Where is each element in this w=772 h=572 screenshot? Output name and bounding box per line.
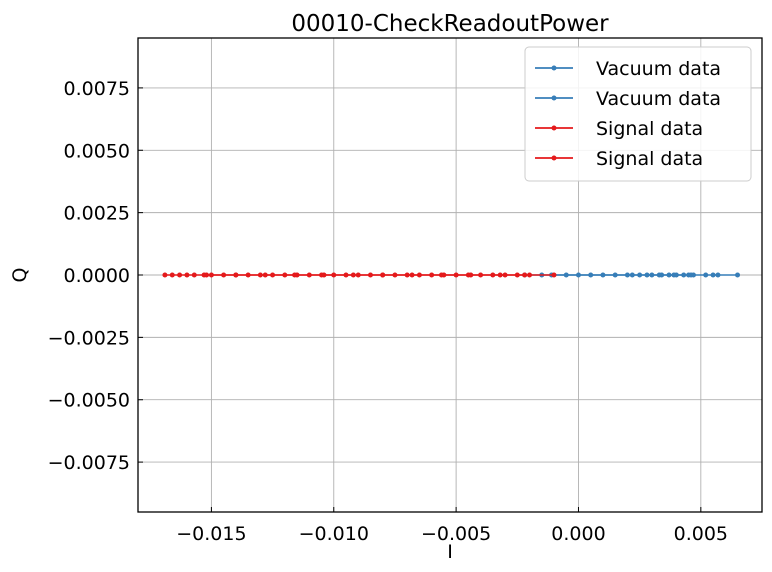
data-point — [551, 272, 557, 278]
data-point — [409, 272, 415, 278]
chart-title: 00010-CheckReadoutPower — [291, 11, 609, 37]
series-layer — [162, 272, 741, 278]
legend-label: Vacuum data — [596, 88, 721, 110]
data-point — [204, 272, 210, 278]
data-point — [656, 272, 662, 278]
legend-item: Vacuum data — [535, 58, 721, 80]
data-point — [735, 272, 741, 278]
y-tick-label: 0.0000 — [64, 265, 130, 287]
data-point — [191, 272, 197, 278]
tick-layer: −0.015 −0.010 −0.005 0.000 0.005 0.0075 0.0050… — [48, 78, 728, 545]
x-tick-label: 0.000 — [551, 523, 605, 545]
data-point — [527, 272, 533, 278]
data-point — [380, 272, 386, 278]
y-tick-label: 0.0025 — [64, 203, 130, 225]
data-point — [563, 272, 569, 278]
data-point — [233, 272, 239, 278]
data-point — [468, 272, 474, 278]
data-point — [262, 272, 268, 278]
data-point — [629, 272, 635, 278]
y-axis-title: Q — [9, 268, 31, 283]
data-point — [497, 272, 503, 278]
data-point — [350, 272, 356, 278]
data-point — [671, 272, 677, 278]
data-point — [169, 272, 175, 278]
data-point — [438, 272, 444, 278]
x-axis-title: I — [447, 541, 453, 563]
legend-label: Signal data — [596, 118, 703, 140]
legend-label: Signal data — [596, 148, 703, 170]
data-point — [644, 272, 650, 278]
x-tick-label: −0.005 — [421, 523, 491, 545]
legend-item: Signal data — [535, 148, 703, 170]
data-point — [162, 272, 168, 278]
y-tick-label: −0.0075 — [48, 452, 130, 474]
data-point — [612, 272, 618, 278]
y-tick-label: 0.0075 — [64, 78, 130, 100]
legend-marker — [551, 125, 557, 131]
legend-marker — [551, 155, 557, 161]
data-point — [710, 272, 716, 278]
legend-box — [524, 46, 752, 182]
y-tick-label: 0.0050 — [64, 140, 130, 162]
data-point — [292, 272, 298, 278]
data-point — [588, 272, 594, 278]
x-tick-label: −0.015 — [176, 523, 246, 545]
legend-marker — [551, 95, 557, 101]
legend: Vacuum data Vacuum data Signal data Signal … — [524, 46, 752, 182]
series-3 — [204, 272, 557, 278]
legend-item: Vacuum data — [535, 88, 721, 110]
x-tick-label: 0.005 — [674, 523, 728, 545]
data-point — [321, 272, 327, 278]
legend-label: Vacuum data — [596, 58, 721, 80]
data-point — [703, 272, 709, 278]
data-point — [715, 272, 721, 278]
y-tick-label: −0.0025 — [48, 327, 130, 349]
legend-item: Signal data — [535, 118, 703, 140]
data-point — [177, 272, 183, 278]
x-tick-label: −0.010 — [299, 523, 369, 545]
legend-marker — [551, 65, 557, 71]
data-point — [184, 272, 190, 278]
data-point — [688, 272, 694, 278]
y-tick-label: −0.0050 — [48, 390, 130, 412]
